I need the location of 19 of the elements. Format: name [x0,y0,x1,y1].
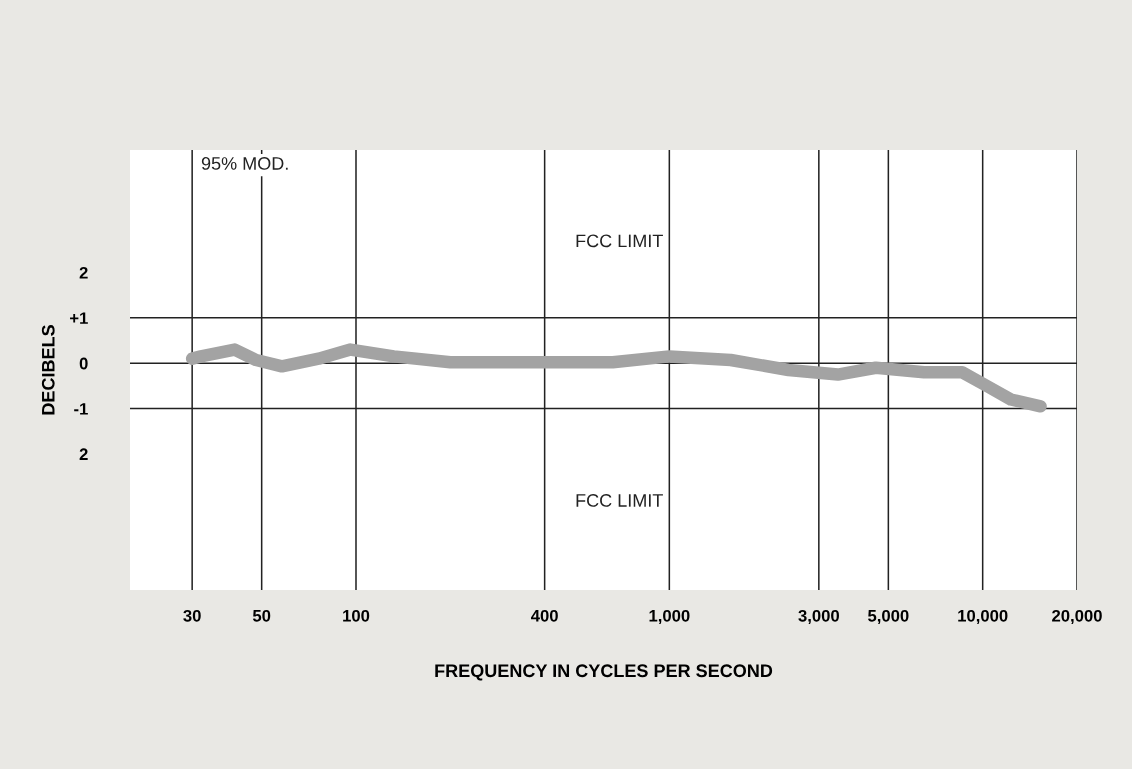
x-tick-label: 30 [183,609,201,622]
annotation: 95% MOD. [201,157,288,170]
x-tick-label: 5,000 [868,609,909,625]
x-tick-label: 50 [252,609,271,622]
y-axis-title: DECIBELS [41,325,55,415]
y-tick-label: -1 [74,403,88,415]
x-tick-label: 20,000 [1052,609,1102,625]
y-tick-label: 2 [79,448,88,460]
x-tick-label: 10,000 [958,609,1008,625]
x-tick-label: 1,000 [649,609,690,625]
y-tick-label: +1 [70,312,88,324]
y-tick-label: 0 [79,357,88,370]
y-tick-label: 2 [79,266,88,279]
x-tick-label: 400 [531,609,558,622]
annotation: FCC LIMIT [576,494,663,507]
annotation: FCC LIMIT [576,234,663,248]
x-axis-title: FREQUENCY IN CYCLES PER SECOND [435,664,773,681]
x-tick-label: 100 [343,609,370,622]
x-tick-label: 3,000 [798,609,840,625]
